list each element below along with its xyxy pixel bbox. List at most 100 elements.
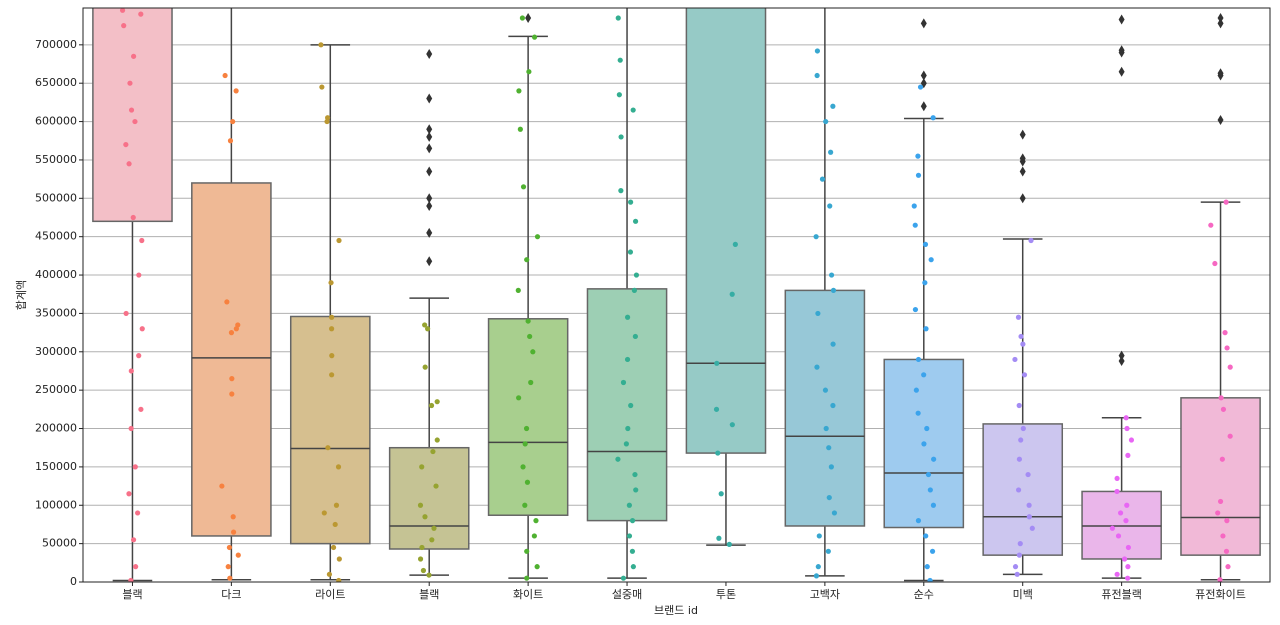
strip-point <box>128 107 135 113</box>
strip-point <box>1225 564 1231 570</box>
strip-point <box>224 299 230 305</box>
y-tick-label: 250000 <box>35 383 77 396</box>
strip-point <box>126 161 132 167</box>
strip-point <box>625 425 631 432</box>
strip-point <box>127 80 133 86</box>
strip-point <box>326 571 333 577</box>
strip-point <box>816 533 822 539</box>
x-tick-label: 미백 <box>1013 588 1033 601</box>
strip-point <box>1223 548 1230 554</box>
strip-point <box>915 518 922 524</box>
strip-point <box>828 272 835 278</box>
strip-point <box>632 333 638 340</box>
flier <box>920 70 927 81</box>
x-tick-label: 설중매 <box>612 588 642 601</box>
strip-point <box>321 510 327 516</box>
strip-point <box>930 502 937 508</box>
strip-point <box>620 379 627 386</box>
strip-point <box>336 556 342 562</box>
flier <box>1118 14 1125 25</box>
strip-point <box>422 322 428 328</box>
strip-point <box>630 564 636 570</box>
strip-point <box>726 541 732 547</box>
strip-point <box>623 441 629 447</box>
strip-point <box>827 203 833 209</box>
x-tick-label: 고백자 <box>810 588 840 601</box>
strip-point <box>229 376 235 382</box>
strip-point <box>123 141 129 148</box>
flier <box>1019 166 1026 177</box>
strip-point <box>139 326 145 332</box>
strip-point <box>225 564 231 570</box>
grid <box>83 44 1270 583</box>
strip-point <box>519 15 526 21</box>
strip-point <box>629 518 636 524</box>
box <box>289 315 371 545</box>
strip-point <box>1029 525 1035 531</box>
strip-point <box>917 84 924 90</box>
strip-point <box>233 326 239 332</box>
strip-point <box>915 172 922 178</box>
strip-point <box>828 149 834 155</box>
strip-point <box>1124 425 1130 432</box>
strip-point <box>617 57 623 63</box>
strip-point <box>814 48 821 54</box>
strip-point <box>1017 541 1023 547</box>
strip-point <box>336 577 342 582</box>
y-tick-label: 200000 <box>35 422 77 435</box>
flier <box>1217 18 1224 29</box>
box <box>1180 397 1261 556</box>
strip-point <box>1012 356 1018 363</box>
strip-point <box>1015 314 1022 320</box>
strip-point <box>330 544 337 551</box>
strip-point <box>329 326 335 332</box>
strip-point <box>524 575 530 581</box>
strip-point <box>830 402 836 409</box>
strip-point <box>1125 564 1131 570</box>
strip-point <box>922 280 928 286</box>
x-tick-label: 투톤 <box>716 588 736 601</box>
strip-point <box>924 564 930 570</box>
strip-point <box>628 199 634 205</box>
y-tick-label: 500000 <box>35 191 77 204</box>
flier <box>1118 66 1125 77</box>
strip-point <box>915 356 922 363</box>
strip-point <box>624 356 631 363</box>
strip-point <box>922 241 929 247</box>
strip-point <box>1020 425 1026 432</box>
flier <box>920 101 927 112</box>
strip-point <box>417 556 424 562</box>
strip-point <box>422 514 428 520</box>
strip-point <box>921 441 927 447</box>
flier <box>426 131 433 142</box>
strip-point <box>1125 544 1132 551</box>
strip-point <box>419 544 425 551</box>
x-tick-label: 블랙 <box>419 588 439 601</box>
strip-point <box>912 222 918 228</box>
strip-point <box>813 234 819 240</box>
strip-point <box>1026 514 1032 520</box>
y-tick-label: 600000 <box>35 115 77 128</box>
strip-point <box>419 464 425 470</box>
strip-point <box>530 349 536 355</box>
strip-point <box>433 483 439 489</box>
strip-point <box>132 118 138 125</box>
x-tick-label: 퓨전블랙 <box>1101 588 1141 601</box>
y-tick-label: 150000 <box>35 460 77 473</box>
strip-point <box>814 364 820 370</box>
box <box>191 182 272 537</box>
strip-point <box>1125 575 1131 581</box>
strip-point <box>825 548 831 554</box>
strip-point <box>713 406 720 412</box>
strip-point <box>517 126 523 132</box>
strip-point <box>531 34 538 40</box>
strip-point <box>1124 502 1130 508</box>
y-tick-label: 550000 <box>35 153 77 166</box>
strip-point <box>628 402 634 409</box>
strip-point <box>429 537 435 543</box>
flier <box>1217 115 1224 126</box>
strip-point <box>1018 333 1024 340</box>
strip-point <box>230 529 237 535</box>
strip-point <box>715 450 721 456</box>
strip-point <box>1115 533 1122 539</box>
